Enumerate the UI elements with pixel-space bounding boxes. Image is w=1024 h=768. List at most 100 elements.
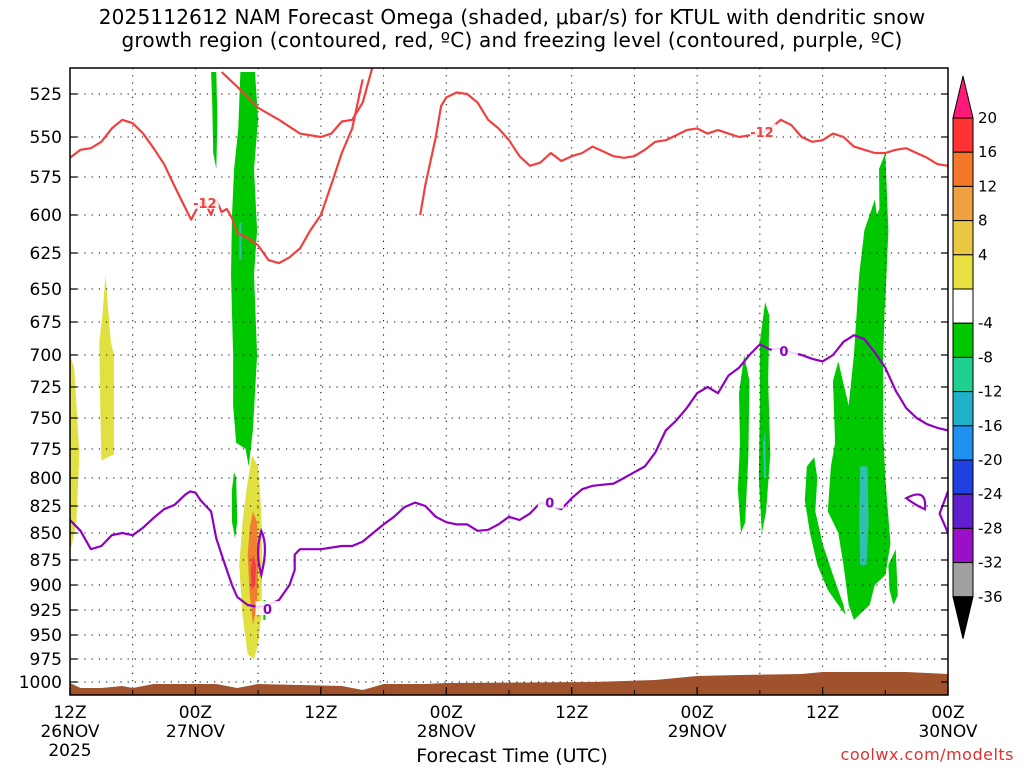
xtick-label-60-0: 00Z	[681, 703, 714, 723]
colorbar-label-9: -20	[978, 451, 1003, 469]
xtick-label-36-0: 00Z	[430, 703, 463, 723]
freezing-loop-2	[904, 493, 927, 511]
xtick-label-0-1: 26NOV	[40, 722, 99, 742]
colorbar: 20 16 12 8 4 -4 -8 -12 -16 -20 -24 -28 -32 -36	[952, 75, 1003, 639]
contour-label-bg-2	[255, 601, 282, 615]
ytick-label-950: 950	[30, 626, 62, 646]
ascent-core-peak	[250, 554, 257, 590]
colorbar-seg-9	[952, 425, 974, 461]
grid	[70, 68, 948, 695]
ytick-label-625: 625	[30, 244, 62, 264]
contour-label-0: -12	[193, 197, 217, 212]
colorbar-seg-7	[952, 356, 974, 393]
ytick-label-650: 650	[30, 280, 62, 300]
colorbar-label-13: -36	[978, 588, 1003, 606]
contour-label-bg-0	[192, 194, 219, 209]
xtick-label-36-1: 28NOV	[417, 722, 476, 742]
ascent-column-upper-2	[211, 72, 218, 169]
colorbar-label-4: 4	[978, 246, 988, 264]
colorbar-label-6: -8	[978, 348, 993, 366]
xtick-label-60-1: 29NOV	[668, 722, 727, 742]
xtick-label-84-1: 30NOV	[918, 722, 977, 742]
colorbar-label-7: -12	[978, 383, 1003, 401]
ascent-day3-e	[879, 153, 889, 329]
colorbar-seg-6	[952, 322, 974, 358]
colorbar-seg-0	[952, 117, 974, 153]
ytick-label-800: 800	[30, 469, 62, 489]
xtick-label-12-0: 00Z	[179, 703, 212, 723]
colorbar-label-12: -32	[978, 554, 1003, 572]
ascent-day3-d	[827, 199, 891, 621]
colorbar-seg-5	[952, 288, 974, 324]
colorbar-top-arrow	[952, 75, 974, 119]
xtick-label-12-1: 27NOV	[166, 722, 225, 742]
colorbar-label-2: 12	[978, 177, 997, 195]
ytick-label-750: 750	[30, 409, 62, 429]
colorbar-label-5: -4	[978, 314, 993, 332]
colorbar-label-10: -24	[978, 485, 1003, 503]
contour-label-4: 0	[779, 345, 788, 360]
ytick-label-900: 900	[30, 576, 62, 596]
contour-label-1: -12	[750, 126, 774, 141]
colorbar-seg-2	[952, 185, 974, 222]
weak-ascent-column-1	[99, 274, 114, 461]
ytick-label-700: 700	[30, 346, 62, 366]
ascent-day3-b	[758, 302, 771, 533]
ascent-column-upper-1	[231, 72, 259, 467]
ytick-label-725: 725	[30, 378, 62, 398]
contour-2	[419, 91, 948, 216]
colorbar-seg-1	[952, 151, 974, 187]
xtick-label-48-0: 12Z	[555, 703, 588, 723]
ascent-day3-a	[737, 355, 750, 533]
ytick-label-850: 850	[30, 524, 62, 544]
contour-label-2: 0	[263, 603, 272, 618]
freezing-loop-1	[257, 527, 267, 580]
contour-label-3: 0	[545, 497, 554, 512]
colorbar-label-3: 8	[978, 212, 988, 230]
teal-patch-3	[763, 430, 767, 478]
terrain-fill	[70, 672, 948, 695]
contour-3	[70, 334, 948, 609]
xtick-label-84-0: 00Z	[931, 703, 964, 723]
ytick-label-925: 925	[30, 601, 62, 621]
colorbar-seg-11	[952, 493, 974, 529]
colorbar-seg-3	[952, 220, 974, 256]
colorbar-label-8: -16	[978, 417, 1003, 435]
ascent-column-lower	[232, 472, 238, 539]
ytick-label-600: 600	[30, 206, 62, 226]
colorbar-seg-12	[952, 527, 974, 564]
xtick-label-24-0: 12Z	[304, 703, 337, 723]
contour-1	[220, 68, 374, 139]
xtick-label-0-0: 12Z	[53, 703, 86, 723]
colorbar-label-1: 16	[978, 143, 997, 161]
teal-patch-1	[239, 222, 242, 261]
contour-label-bg-1	[749, 123, 776, 138]
colorbar-seg-8	[952, 391, 974, 427]
colorbar-seg-10	[952, 459, 974, 495]
y-axis: 525 550 575 600 625 650 675 700 725 750 775 800 825 8…	[19, 85, 948, 693]
contour-labels: -12 -12 0 0 0	[192, 123, 798, 618]
xtick-label-0-2: 2025	[48, 741, 91, 761]
xtick-label-72-0: 12Z	[806, 703, 839, 723]
ascent-day3-c	[804, 457, 846, 615]
colorbar-label-0: 20	[978, 109, 997, 127]
weak-ascent-left-edge	[70, 355, 80, 550]
title-line-1: 2025112612 NAM Forecast Omega (shaded, μ…	[98, 5, 926, 29]
colorbar-seg-4	[952, 254, 974, 290]
contour-label-bg-4	[771, 343, 798, 358]
ytick-label-525: 525	[30, 85, 62, 105]
ytick-label-575: 575	[30, 168, 62, 188]
colorbar-bottom-arrow	[952, 596, 974, 639]
x-axis-label: Forecast Time (UTC)	[416, 745, 608, 767]
colorbar-label-11: -28	[978, 519, 1003, 537]
ascent-day3-f	[888, 549, 898, 605]
ytick-label-675: 675	[30, 313, 62, 333]
ytick-label-1000: 1000	[19, 673, 62, 693]
colorbar-seg-13	[952, 562, 974, 598]
omega-shading	[70, 72, 898, 659]
site-credit[interactable]: coolwx.com/modelts	[840, 745, 1014, 764]
chart-title: 2025112612 NAM Forecast Omega (shaded, μ…	[0, 6, 1024, 52]
title-line-2: growth region (contoured, red, ºC) and f…	[121, 28, 903, 52]
